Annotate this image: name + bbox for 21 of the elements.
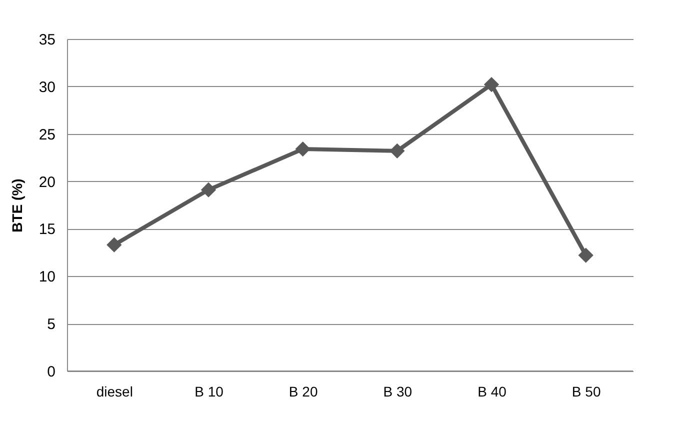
y-tick-label: 20 xyxy=(38,174,56,191)
x-tick-label: B 10 xyxy=(194,384,224,400)
x-tick-label: diesel xyxy=(96,384,133,400)
y-tick-label: 35 xyxy=(38,32,56,48)
point xyxy=(390,143,405,159)
x-tick-label: B 50 xyxy=(572,384,601,400)
y-axis-title: BTE (%) xyxy=(8,178,25,232)
x-tick-label: B 20 xyxy=(288,384,318,400)
y-tick-label: 0 xyxy=(47,364,56,380)
x-tick-label: B 40 xyxy=(478,384,507,400)
y-tick-label: 30 xyxy=(38,78,56,96)
point xyxy=(106,237,122,252)
y-tick-label: 15 xyxy=(38,221,56,238)
y-tick-label: 10 xyxy=(38,268,56,286)
y-tick-label: 25 xyxy=(38,126,56,144)
y-tick-label: 5 xyxy=(47,316,56,334)
point xyxy=(200,182,216,198)
point xyxy=(578,248,594,263)
point xyxy=(295,141,310,157)
point xyxy=(484,76,500,92)
x-tick-label: B 30 xyxy=(383,384,412,400)
